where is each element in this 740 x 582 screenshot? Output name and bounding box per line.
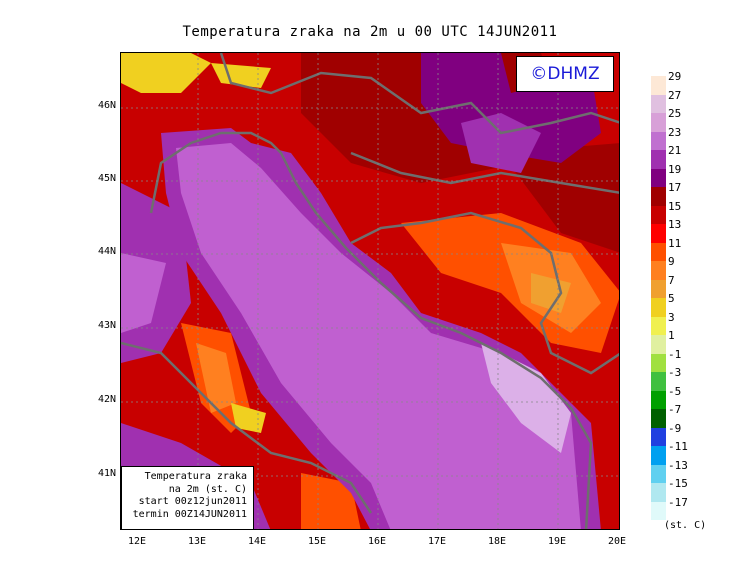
lon-label: 18E (487, 536, 507, 547)
legend-color-box (651, 76, 666, 95)
legend-color-box (651, 261, 666, 280)
legend-color-box (651, 298, 666, 317)
legend-color-box (651, 224, 666, 243)
coastline (149, 131, 593, 529)
lon-label: 16E (367, 536, 387, 547)
adriatic-sea (176, 143, 581, 529)
legend-color-box (651, 94, 666, 113)
legend-label: 7 (668, 273, 675, 287)
legend-label: 1 (668, 329, 675, 342)
legend-label: 19 (668, 162, 682, 176)
legend-label: -3 (668, 366, 682, 379)
legend-color-box (651, 483, 666, 502)
info-line: Temperatura zraka (144, 471, 247, 482)
lon-label: 19E (547, 536, 567, 547)
legend-label: 11 (668, 236, 682, 250)
legend-color-box (651, 205, 666, 224)
legend-label: 9 (668, 255, 675, 268)
legend-label: -17 (668, 495, 688, 509)
legend-label: 29 (668, 70, 682, 83)
legend-label: 21 (668, 144, 682, 157)
info-line: termin 00Z14JUN2011 (132, 508, 247, 520)
info-line: start 00z12jun2011 (138, 496, 247, 507)
legend-label: 25 (668, 107, 682, 120)
border-line (350, 221, 422, 245)
legend-color-box (651, 372, 666, 391)
legend-label: 3 (668, 310, 675, 324)
legend-color-box (651, 168, 666, 187)
legend-color-box (651, 150, 666, 169)
lon-label: 12E (127, 536, 147, 547)
legend-label: -7 (668, 403, 682, 416)
warm-zone (196, 343, 236, 413)
temperature-map-graphic (121, 53, 619, 529)
lat-label: 44N (97, 246, 116, 257)
legend-color-box (651, 335, 666, 354)
legend-color-box (651, 353, 666, 372)
legend-label: 17 (668, 181, 682, 194)
legend-label: 13 (668, 218, 682, 231)
sea-light-zone (481, 343, 571, 453)
legend-color-box (651, 464, 666, 483)
sea-region (121, 253, 166, 333)
lat-label: 42N (97, 394, 116, 405)
legend-color-box (651, 187, 666, 206)
lat-label: 41N (97, 468, 116, 479)
dhmz-logo: ©DHMZ (516, 56, 614, 92)
lat-label: 46N (97, 100, 116, 111)
legend-unit: (st. C) (664, 520, 707, 531)
legend-color-box (651, 242, 666, 261)
legend-label: 5 (668, 292, 675, 305)
legend-color-box (651, 409, 666, 428)
coastline (121, 341, 373, 514)
warm-zone (231, 403, 266, 433)
legend-color-box (651, 131, 666, 150)
legend-color-box (651, 279, 666, 298)
legend-label: 23 (668, 125, 682, 139)
lon-label: 20E (607, 536, 627, 547)
legend-label: -1 (668, 347, 682, 361)
warm-zone (121, 53, 211, 93)
legend-label: -9 (668, 421, 682, 435)
info-line: na 2m (st. C) (168, 483, 247, 495)
warm-zone (531, 273, 571, 313)
legend-label: 27 (668, 88, 682, 102)
border-line (420, 211, 619, 375)
legend-color-box (651, 427, 666, 446)
lon-label: 14E (247, 536, 267, 547)
legend-label: 15 (668, 199, 682, 213)
legend-label: -5 (668, 384, 682, 398)
dark-red-zone (501, 143, 619, 253)
legend-color-box (651, 390, 666, 409)
info-box: Temperatura zraka na 2m (st. C) start 00… (121, 466, 254, 530)
border-line (350, 151, 619, 194)
lon-label: 15E (307, 536, 327, 547)
lon-label: 17E (427, 536, 447, 547)
legend-color-box (651, 446, 666, 465)
legend-color-box (651, 113, 666, 132)
legend-label: -15 (668, 477, 688, 490)
temperature-map (120, 52, 620, 530)
map-title: Temperatura zraka na 2m u 00 UTC 14JUN20… (182, 24, 558, 40)
legend-label: -13 (668, 458, 688, 472)
legend-color-box (651, 501, 666, 520)
lat-label: 45N (97, 173, 116, 184)
legend-color-box (651, 316, 666, 335)
legend-label: -11 (668, 440, 688, 453)
lon-label: 13E (187, 536, 207, 547)
grid-lines (121, 53, 619, 529)
lat-label: 43N (97, 320, 116, 331)
